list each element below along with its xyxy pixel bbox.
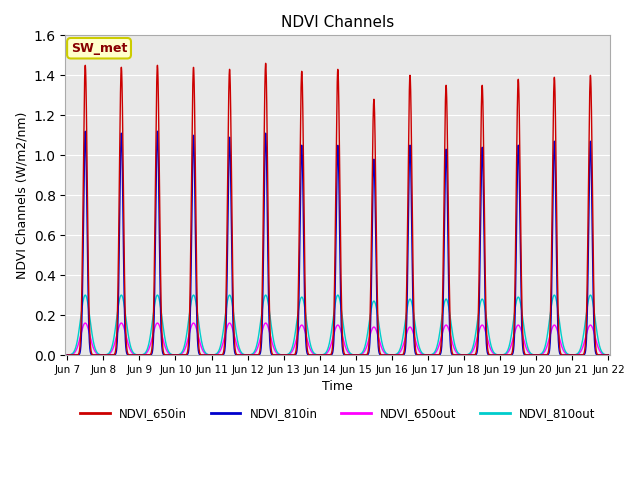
X-axis label: Time: Time: [323, 380, 353, 393]
Text: SW_met: SW_met: [71, 42, 127, 55]
Title: NDVI Channels: NDVI Channels: [281, 15, 394, 30]
Legend: NDVI_650in, NDVI_810in, NDVI_650out, NDVI_810out: NDVI_650in, NDVI_810in, NDVI_650out, NDV…: [76, 402, 600, 425]
Y-axis label: NDVI Channels (W/m2/nm): NDVI Channels (W/m2/nm): [15, 111, 28, 279]
